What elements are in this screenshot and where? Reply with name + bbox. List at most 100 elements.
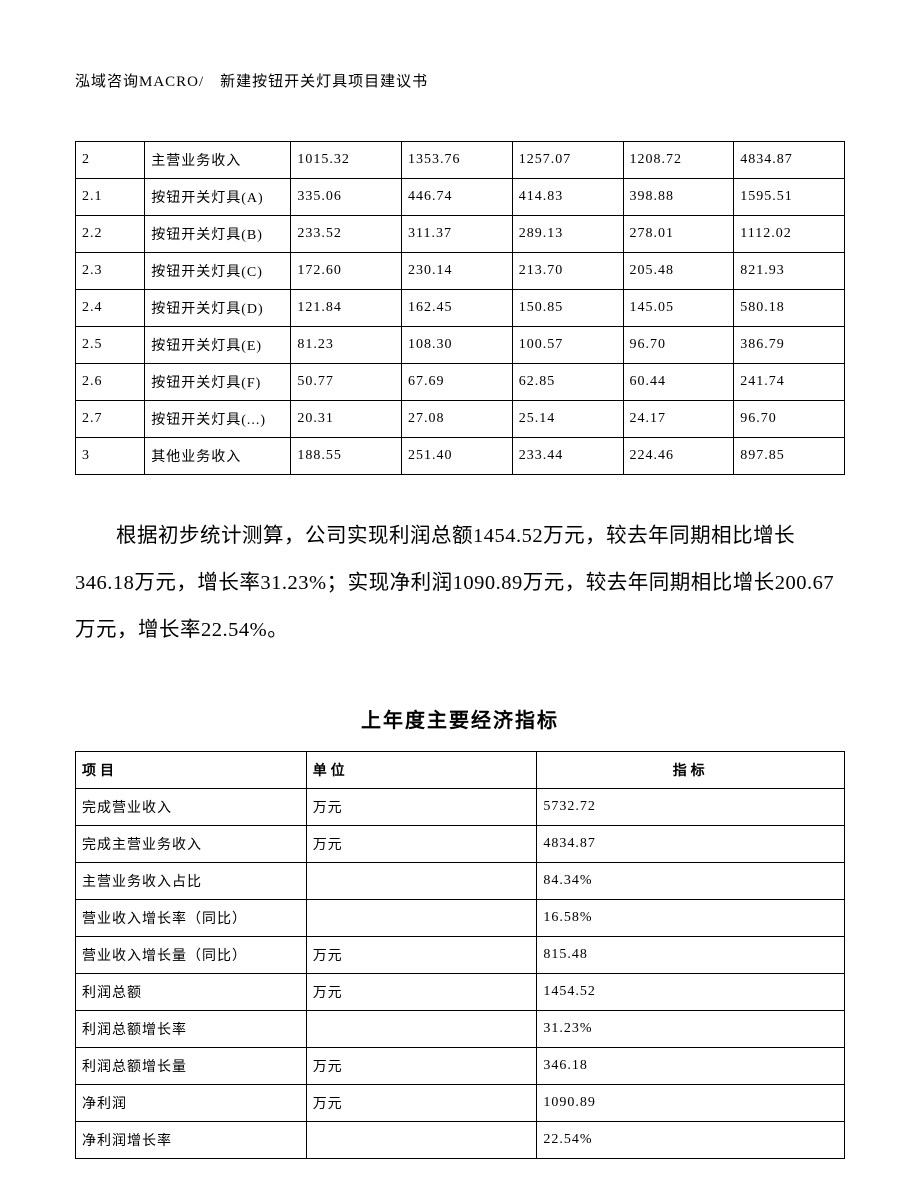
table-row: 2.7 按钮开关灯具(...) 20.31 27.08 25.14 24.17 … [76, 401, 845, 438]
cell: 完成营业收入 [76, 789, 307, 826]
cell: 162.45 [402, 290, 513, 327]
cell [306, 863, 537, 900]
table-row: 主营业务收入占比 84.34% [76, 863, 845, 900]
cell: 万元 [306, 1085, 537, 1122]
cell: 230.14 [402, 253, 513, 290]
cell: 2 [76, 142, 145, 179]
cell: 1015.32 [291, 142, 402, 179]
cell: 188.55 [291, 438, 402, 475]
cell: 213.70 [512, 253, 623, 290]
cell: 完成主营业务收入 [76, 826, 307, 863]
cell: 278.01 [623, 216, 734, 253]
cell: 311.37 [402, 216, 513, 253]
cell: 2.5 [76, 327, 145, 364]
cell [306, 1011, 537, 1048]
cell: 22.54% [537, 1122, 845, 1159]
cell: 万元 [306, 974, 537, 1011]
cell: 398.88 [623, 179, 734, 216]
cell: 1208.72 [623, 142, 734, 179]
cell: 414.83 [512, 179, 623, 216]
table-row: 2.5 按钮开关灯具(E) 81.23 108.30 100.57 96.70 … [76, 327, 845, 364]
table1-body: 2 主营业务收入 1015.32 1353.76 1257.07 1208.72… [76, 142, 845, 475]
cell: 2.7 [76, 401, 145, 438]
table2-body: 完成营业收入 万元 5732.72 完成主营业务收入 万元 4834.87 主营… [76, 789, 845, 1159]
cell: 1112.02 [734, 216, 845, 253]
cell: 净利润 [76, 1085, 307, 1122]
summary-paragraph: 根据初步统计测算，公司实现利润总额1454.52万元，较去年同期相比增长346.… [75, 513, 845, 654]
table-row: 营业收入增长量（同比） 万元 815.48 [76, 937, 845, 974]
cell: 289.13 [512, 216, 623, 253]
cell: 2.3 [76, 253, 145, 290]
cell: 2.1 [76, 179, 145, 216]
cell: 233.44 [512, 438, 623, 475]
cell: 84.34% [537, 863, 845, 900]
cell: 2.4 [76, 290, 145, 327]
cell: 241.74 [734, 364, 845, 401]
cell: 346.18 [537, 1048, 845, 1085]
cell: 3 [76, 438, 145, 475]
cell: 24.17 [623, 401, 734, 438]
cell: 96.70 [623, 327, 734, 364]
table-row: 完成主营业务收入 万元 4834.87 [76, 826, 845, 863]
cell: 利润总额增长量 [76, 1048, 307, 1085]
cell: 万元 [306, 1048, 537, 1085]
table-row: 2.3 按钮开关灯具(C) 172.60 230.14 213.70 205.4… [76, 253, 845, 290]
table-row: 利润总额 万元 1454.52 [76, 974, 845, 1011]
cell: 50.77 [291, 364, 402, 401]
cell: 1090.89 [537, 1085, 845, 1122]
cell: 万元 [306, 937, 537, 974]
cell [306, 900, 537, 937]
cell: 67.69 [402, 364, 513, 401]
cell: 4834.87 [537, 826, 845, 863]
cell: 580.18 [734, 290, 845, 327]
cell: 营业收入增长量（同比） [76, 937, 307, 974]
cell: 31.23% [537, 1011, 845, 1048]
cell: 108.30 [402, 327, 513, 364]
cell: 主营业务收入占比 [76, 863, 307, 900]
header-cell: 指标 [537, 752, 845, 789]
cell: 233.52 [291, 216, 402, 253]
section-title: 上年度主要经济指标 [75, 704, 845, 733]
table-row: 2.1 按钮开关灯具(A) 335.06 446.74 414.83 398.8… [76, 179, 845, 216]
cell: 60.44 [623, 364, 734, 401]
table-row: 2.2 按钮开关灯具(B) 233.52 311.37 289.13 278.0… [76, 216, 845, 253]
table-row: 2.4 按钮开关灯具(D) 121.84 162.45 150.85 145.0… [76, 290, 845, 327]
cell: 150.85 [512, 290, 623, 327]
table-row: 利润总额增长率 31.23% [76, 1011, 845, 1048]
cell: 4834.87 [734, 142, 845, 179]
cell: 利润总额 [76, 974, 307, 1011]
cell: 利润总额增长率 [76, 1011, 307, 1048]
cell: 172.60 [291, 253, 402, 290]
cell: 净利润增长率 [76, 1122, 307, 1159]
cell: 386.79 [734, 327, 845, 364]
cell: 145.05 [623, 290, 734, 327]
cell: 万元 [306, 789, 537, 826]
cell: 1595.51 [734, 179, 845, 216]
cell: 主营业务收入 [145, 142, 291, 179]
cell: 821.93 [734, 253, 845, 290]
cell: 27.08 [402, 401, 513, 438]
cell [306, 1122, 537, 1159]
cell: 其他业务收入 [145, 438, 291, 475]
cell: 897.85 [734, 438, 845, 475]
table-header-row: 项目 单位 指标 [76, 752, 845, 789]
cell: 121.84 [291, 290, 402, 327]
table-row: 净利润增长率 22.54% [76, 1122, 845, 1159]
cell: 251.40 [402, 438, 513, 475]
table-row: 利润总额增长量 万元 346.18 [76, 1048, 845, 1085]
economic-indicators-table: 项目 单位 指标 完成营业收入 万元 5732.72 完成主营业务收入 万元 4… [75, 751, 845, 1159]
table-row: 3 其他业务收入 188.55 251.40 233.44 224.46 897… [76, 438, 845, 475]
table-row: 完成营业收入 万元 5732.72 [76, 789, 845, 826]
cell: 205.48 [623, 253, 734, 290]
table-row: 2.6 按钮开关灯具(F) 50.77 67.69 62.85 60.44 24… [76, 364, 845, 401]
cell: 2.6 [76, 364, 145, 401]
cell: 5732.72 [537, 789, 845, 826]
cell: 按钮开关灯具(E) [145, 327, 291, 364]
cell: 335.06 [291, 179, 402, 216]
cell: 按钮开关灯具(F) [145, 364, 291, 401]
cell: 1454.52 [537, 974, 845, 1011]
page-header: 泓域咨询MACRO/ 新建按钮开关灯具项目建议书 [75, 70, 845, 91]
table-row: 2 主营业务收入 1015.32 1353.76 1257.07 1208.72… [76, 142, 845, 179]
cell: 按钮开关灯具(B) [145, 216, 291, 253]
cell: 1257.07 [512, 142, 623, 179]
